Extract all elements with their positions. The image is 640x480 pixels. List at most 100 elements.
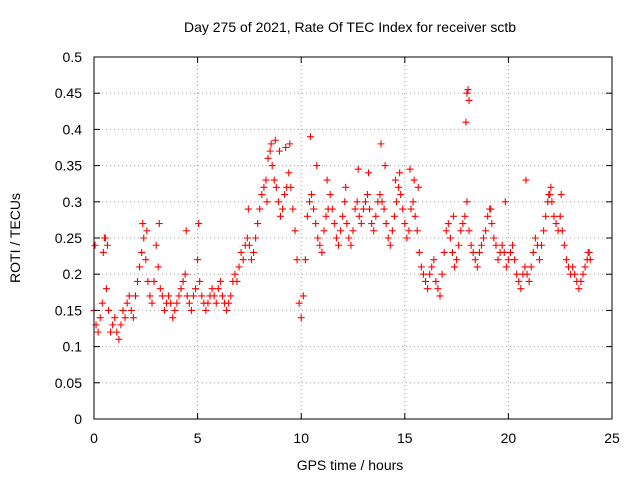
data-point (581, 263, 589, 271)
data-point (218, 292, 226, 300)
data-point (312, 220, 320, 228)
data-point (231, 270, 239, 278)
data-point (399, 205, 407, 213)
data-point (417, 263, 425, 271)
x-tick-label: 10 (293, 430, 309, 446)
data-point (156, 285, 164, 293)
data-point (182, 227, 190, 235)
data-point (131, 292, 139, 300)
data-point (422, 277, 430, 285)
data-point (584, 248, 592, 256)
data-point (144, 277, 152, 285)
data-point (330, 220, 338, 228)
data-point (146, 292, 154, 300)
data-point (286, 140, 294, 148)
data-point (453, 256, 461, 264)
data-point (556, 212, 564, 220)
data-point (136, 263, 144, 271)
data-point (247, 256, 255, 264)
data-point (320, 227, 328, 235)
data-point (372, 212, 380, 220)
data-point (275, 147, 283, 155)
data-point (502, 263, 510, 271)
data-point (111, 314, 119, 322)
data-point (461, 212, 469, 220)
x-tick-label: 20 (501, 430, 517, 446)
x-tick-label: 0 (90, 430, 98, 446)
data-point (552, 220, 560, 228)
data-point (349, 227, 357, 235)
data-point (171, 306, 179, 314)
data-point (575, 285, 583, 293)
data-point (98, 299, 106, 307)
data-point (405, 227, 413, 235)
data-point (282, 144, 290, 151)
data-point (376, 191, 384, 199)
data-point (117, 321, 125, 329)
data-point (473, 263, 481, 271)
y-tick-label: 0.4 (63, 121, 83, 137)
data-point (368, 220, 376, 228)
data-point (517, 285, 525, 293)
data-point (365, 169, 373, 177)
data-point (252, 234, 260, 242)
data-point (509, 241, 517, 249)
data-point (550, 212, 558, 220)
data-point (276, 212, 284, 220)
data-point (185, 299, 193, 307)
data-point (540, 227, 548, 235)
x-axis-label: GPS time / hours (297, 457, 404, 473)
data-point (254, 220, 262, 228)
y-tick-label: 0.25 (55, 230, 82, 246)
y-tick-label: 0.45 (55, 85, 82, 101)
data-point (155, 220, 163, 228)
data-point (548, 198, 556, 206)
data-point (177, 285, 185, 293)
data-point (263, 198, 271, 206)
data-point (393, 198, 401, 206)
x-tick-label: 15 (397, 430, 413, 446)
data-point (214, 285, 222, 293)
data-point (316, 241, 324, 249)
data-point (397, 191, 405, 199)
data-point (411, 212, 419, 220)
data-point (204, 299, 212, 307)
data-point (165, 292, 173, 300)
data-point (148, 299, 156, 307)
data-point (359, 205, 367, 213)
data-point (457, 227, 465, 235)
data-point (378, 198, 386, 206)
y-tick-label: 0.2 (63, 266, 83, 282)
data-point (195, 220, 203, 228)
data-point (339, 212, 347, 220)
data-point (101, 234, 109, 242)
data-point (121, 314, 129, 322)
data-point (318, 248, 326, 256)
data-point (355, 212, 363, 220)
data-point (210, 292, 218, 300)
data-point (475, 248, 483, 256)
y-tick-label: 0.5 (63, 49, 83, 65)
data-point (225, 299, 233, 307)
data-point (353, 198, 361, 206)
data-point (138, 248, 146, 256)
data-point (107, 328, 115, 336)
data-point (173, 299, 181, 307)
data-point (208, 285, 216, 293)
data-point (91, 241, 99, 249)
data-point (463, 89, 471, 97)
data-point (525, 277, 533, 285)
data-point (396, 169, 404, 177)
data-point (426, 270, 434, 278)
data-point (291, 227, 299, 235)
data-point (175, 292, 183, 300)
x-axis-ticks: 0 5 10 15 20 25 (90, 57, 620, 446)
data-point (307, 133, 315, 141)
data-point (444, 220, 452, 228)
data-point (152, 241, 160, 249)
y-axis-label: ROTI / TECUs (7, 193, 23, 283)
data-point (434, 285, 442, 293)
data-point (260, 183, 268, 191)
data-point (189, 292, 197, 300)
